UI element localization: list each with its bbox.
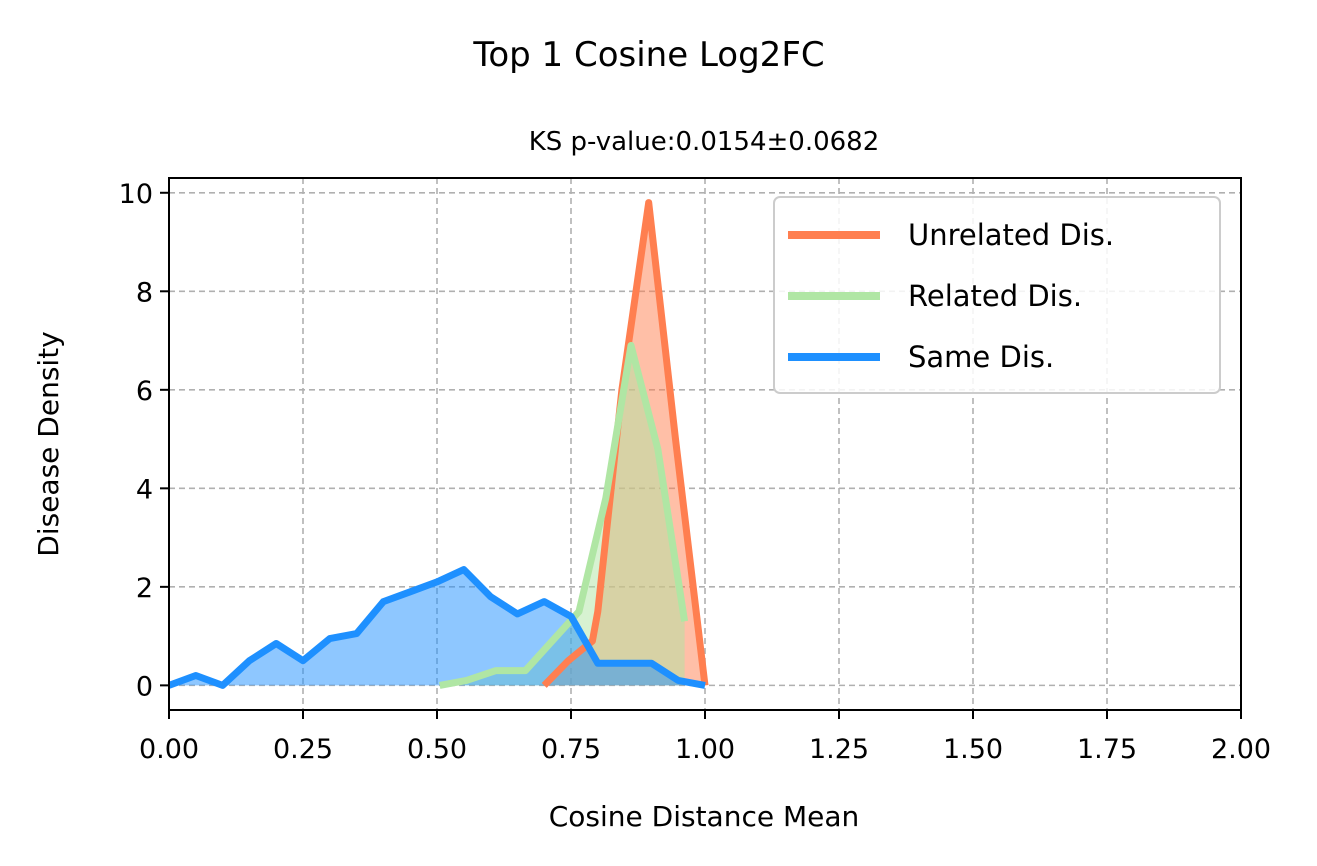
x-tick-label: 0.75: [541, 734, 601, 765]
legend-label-unrelated-dis: Unrelated Dis.: [908, 218, 1114, 252]
y-tick-label: 4: [136, 474, 153, 505]
x-tick-label: 1.25: [809, 734, 869, 765]
legend-label-same-dis: Same Dis.: [908, 340, 1054, 374]
x-tick-label: 0.50: [407, 734, 467, 765]
chart-subtitle: KS p-value:0.0154±0.0682: [529, 127, 880, 157]
y-tick-label: 0: [136, 671, 153, 702]
x-axis-label: Cosine Distance Mean: [549, 800, 860, 833]
legend: Unrelated Dis. Related Dis. Same Dis.: [773, 196, 1221, 394]
x-tick-label: 1.75: [1077, 734, 1137, 765]
series-lines: [167, 199, 709, 689]
y-axis-label: Disease Density: [32, 331, 65, 556]
legend-box: [773, 196, 1221, 394]
x-tick-label: 1.50: [943, 734, 1003, 765]
y-tick-label: 8: [136, 277, 153, 308]
x-axis-ticks: 0.00 0.25 0.50 0.75 1.00 1.25 1.50 1.75 2.00: [139, 710, 1271, 765]
area-related-dis: [439, 345, 685, 686]
y-tick-label: 6: [136, 376, 153, 407]
x-tick-label: 2.00: [1211, 734, 1271, 765]
y-tick-label: 10: [119, 179, 153, 210]
y-tick-label: 2: [136, 573, 153, 604]
line-unrelated-dis: [541, 199, 709, 688]
x-tick-label: 0.25: [273, 734, 333, 765]
x-tick-label: 0.00: [139, 734, 199, 765]
x-tick-label: 1.00: [675, 734, 735, 765]
legend-label-related-dis: Related Dis.: [908, 279, 1082, 313]
chart-title: Top 1 Cosine Log2FC: [472, 35, 824, 75]
line-related-dis: [439, 342, 689, 689]
y-axis-ticks: 0 2 4 6 8 10: [119, 179, 169, 702]
line-same-dis: [167, 566, 706, 689]
